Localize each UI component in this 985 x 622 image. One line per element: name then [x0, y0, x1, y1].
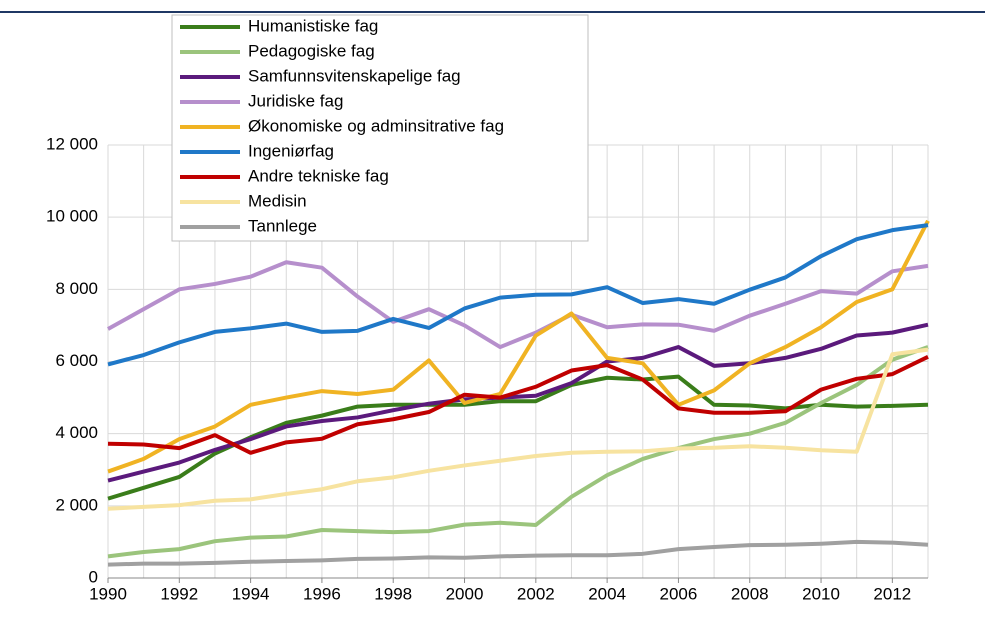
y-tick-label: 4 000 [55, 423, 98, 442]
x-tick-label: 1998 [374, 584, 412, 603]
legend-label: Humanistiske fag [248, 16, 378, 35]
x-tick-label: 2004 [588, 584, 626, 603]
x-tick-label: 1990 [89, 584, 127, 603]
legend-label: Samfunnsvitenskapelige fag [248, 66, 461, 85]
y-tick-label: 12 000 [46, 134, 98, 153]
y-tick-label: 6 000 [55, 351, 98, 370]
x-tick-label: 1996 [303, 584, 341, 603]
legend-box [171, 14, 589, 242]
x-tick-label: 2012 [873, 584, 911, 603]
series-line [107, 260, 929, 350]
x-tick-label: 2010 [802, 584, 840, 603]
legend-label: Tannlege [248, 216, 317, 235]
series-line [107, 539, 929, 567]
x-tick-label: 2008 [731, 584, 769, 603]
series-line [107, 355, 929, 455]
series-line [107, 322, 929, 483]
series-line [107, 219, 930, 474]
legend-label: Medisin [248, 191, 307, 210]
y-tick-label: 10 000 [46, 207, 98, 226]
legend-label: Økonomiske og adminsitrative fag [248, 116, 504, 135]
y-tick-label: 8 000 [55, 279, 98, 298]
legend-label: Andre tekniske fag [248, 166, 389, 185]
series-line [107, 345, 929, 559]
legend-label: Pedagogiske fag [248, 41, 375, 60]
y-tick-label: 0 [89, 567, 98, 586]
series-line [107, 347, 929, 511]
legend-label: Juridiske fag [248, 91, 343, 110]
y-tick-label: 2 000 [55, 495, 98, 514]
x-tick-label: 1992 [160, 584, 198, 603]
x-tick-label: 2002 [517, 584, 555, 603]
series-line [107, 223, 929, 367]
x-tick-label: 2000 [446, 584, 484, 603]
x-tick-label: 2006 [660, 584, 698, 603]
x-tick-label: 1994 [232, 584, 270, 603]
legend-label: Ingeniørfag [248, 141, 334, 160]
